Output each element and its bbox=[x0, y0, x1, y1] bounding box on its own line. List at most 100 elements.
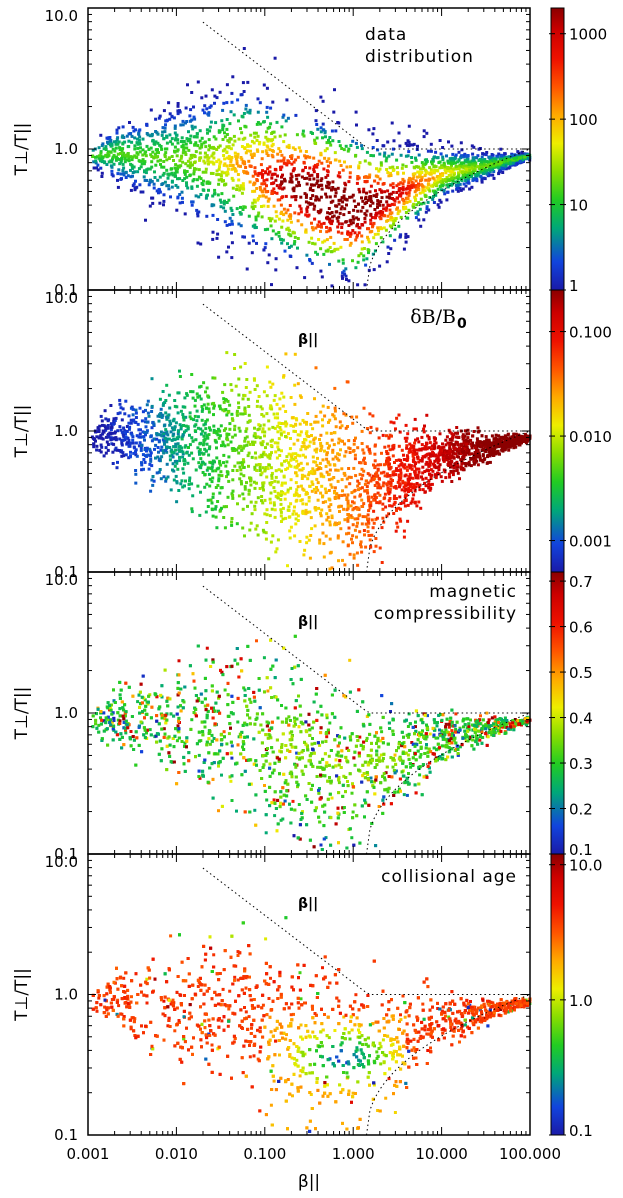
data-point bbox=[389, 484, 393, 488]
data-point bbox=[251, 207, 255, 211]
data-point bbox=[322, 475, 326, 479]
data-point bbox=[241, 186, 245, 190]
data-point bbox=[199, 451, 203, 455]
data-point bbox=[390, 211, 394, 215]
data-point bbox=[476, 426, 480, 430]
data-point bbox=[237, 137, 241, 141]
data-point bbox=[272, 130, 276, 134]
data-point bbox=[407, 191, 411, 195]
data-point bbox=[452, 159, 456, 163]
data-point bbox=[420, 178, 424, 182]
data-point bbox=[502, 154, 506, 158]
data-point bbox=[311, 189, 315, 192]
data-point bbox=[149, 153, 153, 157]
data-point bbox=[222, 397, 226, 401]
data-point bbox=[361, 505, 365, 508]
data-point bbox=[172, 451, 176, 455]
data-point bbox=[203, 447, 207, 451]
data-point bbox=[325, 453, 329, 457]
data-point bbox=[311, 228, 315, 232]
data-point bbox=[377, 484, 381, 488]
data-point bbox=[486, 455, 489, 459]
data-point bbox=[315, 447, 319, 451]
data-point bbox=[148, 204, 152, 208]
data-point bbox=[304, 150, 308, 153]
data-point bbox=[258, 469, 262, 472]
colorbar-gradient bbox=[550, 7, 565, 291]
data-point bbox=[161, 173, 165, 177]
data-point bbox=[463, 434, 467, 438]
data-point bbox=[429, 468, 433, 472]
data-point bbox=[252, 239, 255, 243]
data-point bbox=[243, 136, 247, 140]
data-point bbox=[132, 418, 136, 422]
data-point bbox=[296, 382, 300, 386]
data-point bbox=[164, 151, 168, 155]
data-point bbox=[361, 205, 365, 209]
data-point bbox=[273, 219, 277, 223]
data-point bbox=[399, 507, 402, 511]
data-point bbox=[319, 247, 323, 251]
data-point bbox=[175, 149, 179, 153]
data-point bbox=[213, 101, 216, 105]
data-point bbox=[184, 424, 188, 428]
data-point bbox=[265, 130, 269, 134]
data-point bbox=[283, 249, 287, 253]
data-point bbox=[385, 474, 389, 478]
data-point bbox=[427, 182, 430, 186]
data-point bbox=[322, 167, 326, 171]
data-point bbox=[139, 446, 143, 449]
data-point bbox=[278, 134, 282, 138]
data-point bbox=[231, 163, 235, 167]
data-point bbox=[343, 454, 347, 458]
data-point bbox=[300, 473, 304, 477]
data-point bbox=[165, 168, 169, 172]
data-point bbox=[302, 160, 306, 164]
data-point bbox=[215, 148, 219, 151]
data-point bbox=[112, 419, 116, 423]
data-point bbox=[357, 176, 361, 180]
data-point bbox=[273, 508, 277, 512]
data-point bbox=[212, 135, 216, 139]
data-point bbox=[160, 183, 164, 186]
data-point bbox=[404, 191, 408, 195]
data-point bbox=[197, 450, 201, 454]
data-point bbox=[511, 158, 514, 162]
data-point bbox=[215, 96, 219, 100]
data-point bbox=[372, 236, 376, 240]
data-point bbox=[479, 175, 483, 179]
data-point bbox=[244, 103, 248, 107]
data-point bbox=[377, 501, 381, 505]
data-point bbox=[303, 474, 307, 478]
data-point bbox=[281, 115, 285, 119]
data-point bbox=[202, 441, 206, 445]
data-point bbox=[205, 155, 209, 159]
data-point bbox=[439, 152, 443, 156]
data-point bbox=[176, 167, 179, 171]
data-point bbox=[213, 376, 217, 380]
data-point bbox=[114, 140, 118, 144]
data-point bbox=[411, 445, 415, 449]
data-point bbox=[188, 476, 192, 480]
data-point bbox=[246, 504, 249, 508]
data-point bbox=[333, 491, 336, 495]
data-point bbox=[103, 160, 106, 164]
data-point bbox=[198, 448, 202, 452]
data-point bbox=[221, 138, 225, 141]
data-point bbox=[300, 445, 304, 449]
data-point bbox=[267, 197, 271, 201]
data-point bbox=[441, 158, 445, 161]
data-point bbox=[204, 167, 208, 171]
data-point bbox=[217, 477, 221, 481]
data-point bbox=[292, 160, 296, 164]
data-point bbox=[373, 208, 377, 211]
data-point bbox=[397, 444, 401, 448]
data-point bbox=[136, 422, 140, 426]
data-point bbox=[392, 198, 396, 202]
data-point bbox=[454, 452, 457, 456]
data-point bbox=[320, 275, 324, 279]
data-point bbox=[366, 491, 370, 495]
data-point bbox=[215, 431, 219, 435]
data-point bbox=[319, 441, 323, 445]
data-point bbox=[332, 443, 336, 447]
